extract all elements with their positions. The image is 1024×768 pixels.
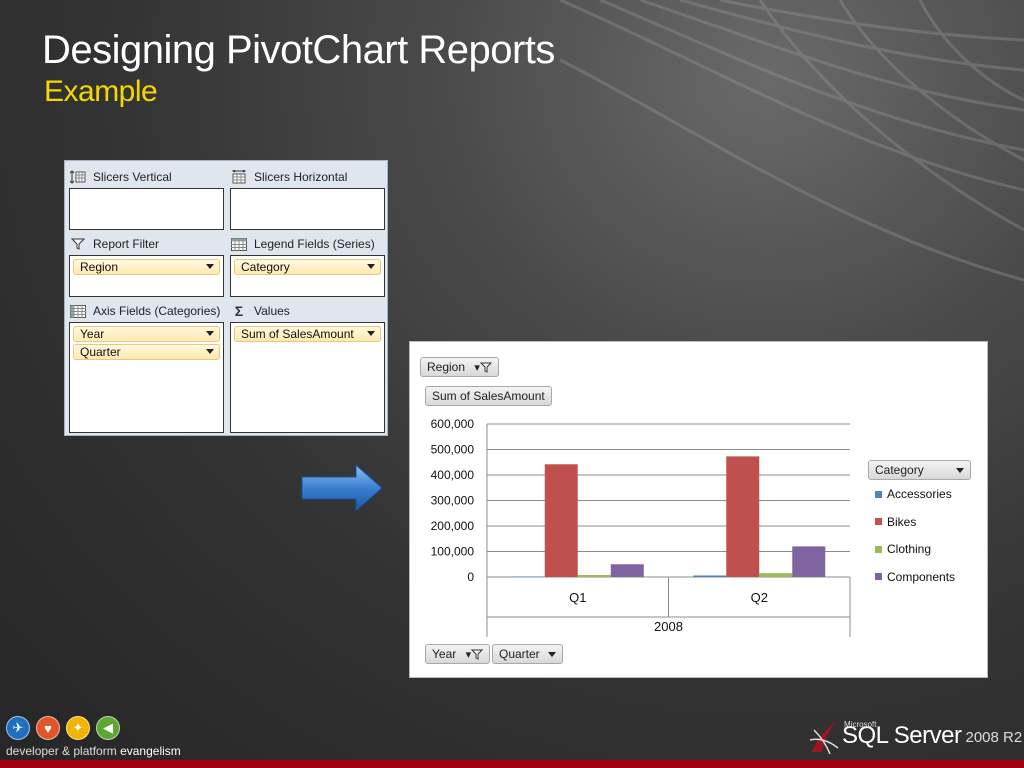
sql-server-icon (809, 722, 839, 755)
slide-title: Designing PivotChart Reports (42, 28, 555, 72)
values-drop-area[interactable]: Sum of SalesAmount (230, 322, 385, 433)
chart-plot-area: 600,000 500,000 400,000 300,000 200,000 100,0… (431, 417, 851, 637)
values-field-button[interactable]: Sum of SalesAmount (425, 386, 552, 406)
legend-swatch (875, 545, 882, 553)
values-label: Σ Values (230, 301, 290, 321)
dpe-logo: ✈ ♥ ✦ ◀ developer & platform evangelism (6, 716, 181, 758)
table-icon (230, 237, 248, 251)
bar-components-q2 (792, 546, 826, 577)
group-label: 2008 (654, 619, 683, 634)
funnel-icon (470, 649, 484, 661)
y-tick-label: 200,000 (431, 519, 475, 533)
legend-item-components[interactable]: Components (875, 569, 955, 585)
axis-fields-label: Axis Fields (Categories) (69, 301, 220, 321)
filter-icon (69, 237, 87, 251)
filter-icon: ▾ (474, 362, 480, 374)
slicers-horizontal-drop-area[interactable] (230, 188, 385, 230)
table-icon (69, 304, 87, 318)
arrow-right-icon (301, 463, 383, 513)
footer-band (0, 760, 1024, 768)
chevron-down-icon (367, 331, 375, 336)
bar-bikes-q1 (544, 464, 578, 577)
y-tick-label: 100,000 (431, 545, 475, 559)
legend-swatch (875, 490, 882, 498)
y-tick-label: 0 (467, 570, 474, 584)
field-sum-of-salesamount[interactable]: Sum of SalesAmount (234, 326, 381, 342)
legend-item-clothing[interactable]: Clothing (875, 541, 931, 557)
slicer-horizontal-icon (230, 170, 248, 184)
bar-components-q1 (610, 564, 644, 577)
region-filter-button[interactable]: Region ▾ (420, 357, 499, 377)
legend-fields-label: Legend Fields (Series) (230, 234, 375, 254)
y-tick-label: 300,000 (431, 494, 475, 508)
field-category[interactable]: Category (234, 259, 381, 275)
y-tick-label: 400,000 (431, 468, 475, 482)
y-tick-label: 600,000 (431, 417, 475, 431)
legend-swatch (875, 573, 882, 580)
lightbulb-icon: ✦ (66, 716, 90, 740)
legend-item-accessories[interactable]: Accessories (875, 486, 952, 502)
report-filter-drop-area[interactable]: Region (69, 255, 224, 297)
legend-label: Components (887, 569, 956, 584)
field-year[interactable]: Year (73, 326, 220, 342)
year-axis-button[interactable]: Year ▾ (425, 644, 491, 664)
category-legend-button[interactable]: Category (868, 460, 971, 480)
x-tick-label: Q1 (569, 590, 586, 605)
legend-fields-drop-area[interactable]: Category (230, 255, 385, 297)
sql-server-logo: Microsoft SQL Server 2008 R2 (808, 718, 1022, 755)
slicer-vertical-icon (69, 170, 87, 184)
bar-clothing-q1 (577, 574, 611, 577)
bar-accessories-q2 (693, 575, 727, 577)
bar-bikes-q2 (726, 456, 760, 577)
report-filter-label: Report Filter (69, 234, 159, 254)
legend-label: Accessories (887, 487, 952, 501)
slicers-horizontal-label: Slicers Horizontal (230, 167, 347, 187)
axis-fields-drop-area[interactable]: Year Quarter (69, 322, 224, 433)
chevron-down-icon (547, 652, 556, 658)
rocket-icon: ✈ (6, 716, 30, 740)
bar-accessories-q1 (511, 576, 545, 577)
pivot-chart: Region ▾ Sum of SalesAmount 600,000 500,0… (409, 341, 988, 678)
chevron-down-icon (206, 264, 214, 269)
legend-swatch (875, 518, 882, 525)
field-quarter[interactable]: Quarter (73, 344, 220, 360)
legend-label: Clothing (887, 542, 932, 556)
slicers-vertical-drop-area[interactable] (69, 188, 224, 230)
chevron-down-icon (206, 349, 214, 354)
legend-label: Bikes (887, 514, 917, 529)
chevron-down-icon (367, 264, 375, 269)
x-tick-label: Q2 (751, 590, 768, 605)
megaphone-icon: ◀ (96, 716, 120, 740)
pivot-field-list: Slicers Vertical Slicers Horizontal Repo… (64, 160, 388, 436)
funnel-icon (479, 362, 493, 374)
bar-clothing-q2 (759, 573, 793, 577)
heart-icon: ♥ (36, 716, 60, 740)
slide-subtitle: Example (44, 75, 158, 108)
chevron-down-icon (206, 331, 214, 336)
field-region[interactable]: Region (73, 259, 220, 275)
legend-item-bikes[interactable]: Bikes (875, 514, 916, 530)
y-tick-label: 500,000 (431, 443, 475, 457)
slicers-vertical-label: Slicers Vertical (69, 167, 172, 187)
quarter-axis-button[interactable]: Quarter (492, 644, 563, 664)
sigma-icon: Σ (234, 303, 244, 319)
